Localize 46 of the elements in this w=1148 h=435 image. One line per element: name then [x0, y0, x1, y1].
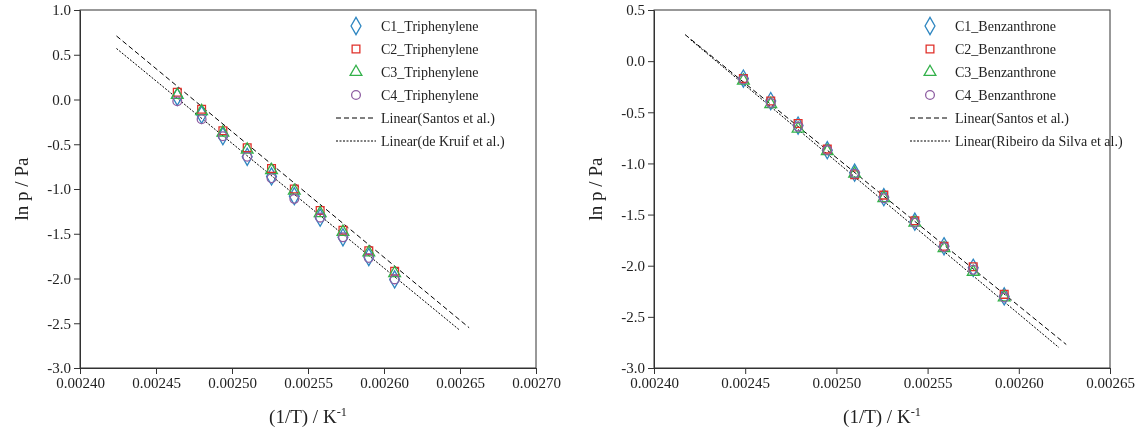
x-tick-label: 0.00260 [994, 374, 1044, 391]
legend-label: Linear(Ribeiro da Silva et al.) [955, 134, 1123, 150]
y-tick-label: 0.5 [626, 2, 645, 19]
y-axis-title: ln p / Pa [11, 157, 32, 221]
legend-label: Linear(de Kruif et al.) [381, 134, 505, 150]
y-tick-label: -0.5 [47, 136, 71, 153]
y-tick-label: 0.0 [626, 53, 645, 70]
x-tick-label: 0.00240 [630, 374, 679, 391]
y-tick-label: -2.0 [47, 270, 71, 287]
y-tick-label: -1.5 [621, 206, 645, 223]
legend-label: C3_Benzanthrone [955, 65, 1057, 80]
legend-label: C1_Benzanthrone [955, 19, 1057, 34]
y-tick-label: -3.0 [621, 360, 645, 377]
x-axis-title: (1/T) / K$^{-1}$ [269, 405, 347, 428]
legend-label: Linear(Santos et al.) [381, 111, 496, 127]
x-tick-label: 0.00265 [1086, 374, 1135, 391]
x-axis-title: (1/T) / K$^{-1}$ [843, 405, 921, 428]
y-tick-label: 0.5 [52, 47, 71, 64]
y-axis-title: ln p / Pa [585, 157, 606, 221]
y-tick-label: -2.0 [621, 258, 645, 275]
x-tick-label: 0.00255 [284, 374, 333, 391]
x-tick-label: 0.00245 [721, 374, 771, 391]
y-tick-label: -1.0 [621, 155, 645, 172]
y-tick-label: -1.5 [47, 226, 71, 243]
legend-label: C2_Triphenylene [381, 42, 479, 57]
y-tick-label: -2.5 [621, 309, 645, 326]
y-tick-label: 0.0 [52, 91, 71, 108]
legend-label: C1_Triphenylene [381, 19, 479, 34]
x-tick-label: 0.00250 [208, 374, 257, 391]
y-tick-label: -1.0 [47, 181, 71, 198]
legend-label: C4_Triphenylene [381, 88, 479, 103]
y-tick-label: -3.0 [47, 360, 71, 377]
legend-label: C2_Benzanthrone [955, 42, 1057, 57]
x-tick-label: 0.00255 [903, 374, 953, 391]
x-tick-label: 0.00240 [56, 374, 105, 391]
y-tick-label: -0.5 [621, 104, 645, 121]
legend-label: C4_Benzanthrone [955, 88, 1057, 103]
y-tick-label: -2.5 [47, 315, 71, 332]
x-tick-label: 0.00260 [360, 374, 409, 391]
x-tick-label: 0.00250 [812, 374, 862, 391]
legend-label: C3_Triphenylene [381, 65, 479, 80]
x-tick-label: 0.00265 [436, 374, 485, 391]
legend-label: Linear(Santos et al.) [955, 111, 1070, 127]
x-tick-label: 0.00270 [512, 374, 561, 391]
x-tick-label: 0.00245 [132, 374, 181, 391]
y-tick-label: 1.0 [52, 2, 71, 19]
